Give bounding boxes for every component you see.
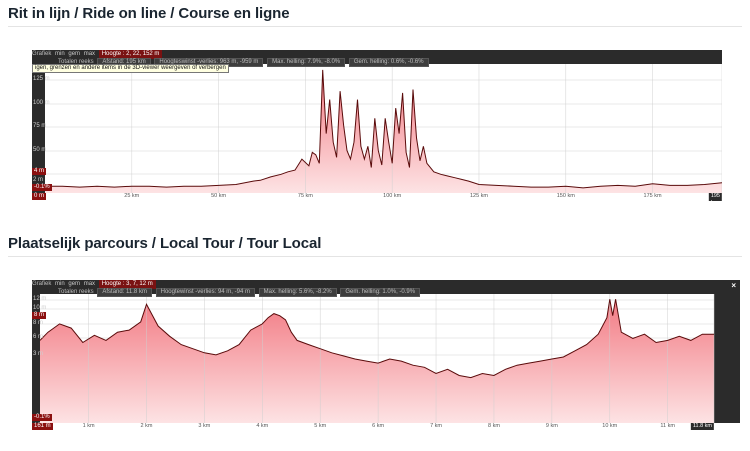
x-tick-label: 7 km — [430, 423, 442, 429]
x-tick-label: 195 km — [708, 193, 722, 201]
section-title-ride-on-line: Rit in lijn / Ride on line / Course en l… — [8, 5, 290, 22]
x-tick-label: 175 km — [643, 193, 662, 199]
y-tick-label: 8 m — [33, 320, 44, 326]
y-tick-label: 75 m — [33, 123, 47, 129]
y-tick-label: 50 m — [33, 147, 47, 153]
elevation-chart-svg — [32, 64, 722, 201]
current-height-marker: 8 m — [32, 312, 47, 319]
elevation-area — [40, 299, 714, 423]
section-title-local-tour: Plaatselijk parcours / Local Tour / Tour… — [8, 235, 322, 252]
x-tick-label: 5 km — [314, 423, 327, 429]
y-tick-label: 2 m — [33, 177, 44, 183]
elevation-chart-local-tour[interactable]: Grafiek min gem max Hoogte : 3, 7, 12 m … — [32, 280, 740, 431]
chart-header-row-2: Totalen reeks Afstand: 11.8 km Hoogtewin… — [58, 288, 422, 297]
elevation-line — [39, 299, 714, 379]
close-icon[interactable]: × — [731, 281, 736, 290]
x-tick-label: 6 km — [372, 423, 385, 429]
start-distance-marker: 0 m — [32, 193, 47, 200]
min-button[interactable]: min — [55, 281, 65, 287]
gem-helling-readout: Gem. helling: 0.6%, -0.6% — [348, 58, 429, 67]
x-axis-band — [32, 423, 740, 431]
title-divider — [8, 26, 742, 27]
elevation-chart-svg — [32, 294, 740, 431]
gem-button[interactable]: gem — [68, 51, 81, 57]
x-axis-band — [32, 193, 722, 201]
hoogte-readout: Hoogte : 3, 7, 12 m — [98, 280, 156, 289]
hoogte-readout: Hoogte : 2, 22, 152 m — [98, 50, 163, 59]
x-tick-label: 150 km — [556, 193, 575, 199]
elevation-area — [45, 69, 722, 193]
grafiek-label: Grafiek — [32, 51, 52, 57]
y-tick-label: 6 m — [33, 334, 44, 340]
x-tick-label: 2 km — [140, 423, 153, 429]
start-distance-marker: 161 m — [32, 423, 53, 430]
max-button[interactable]: max — [83, 281, 96, 287]
x-tick-label: 8 km — [487, 423, 500, 429]
y-tick-label: 3 m — [33, 351, 44, 357]
grafiek-label: Grafiek — [32, 281, 52, 287]
x-tick-label: 75 km — [297, 193, 313, 199]
chart-header-row-1: Grafiek min gem max Hoogte : 3, 7, 12 m — [32, 280, 158, 289]
gem-button[interactable]: gem — [68, 281, 81, 287]
y-tick-label: 12 m — [33, 296, 47, 302]
totalen-label: Totalen reeks — [58, 59, 94, 65]
y-tick-label: 10 m — [33, 305, 47, 311]
x-tick-label: 11 km — [660, 423, 675, 429]
hoogteverschil-readout: Hoogtewinst -verlies: 94 m, -94 m — [155, 288, 255, 297]
y-tick-label: 125 m — [33, 76, 50, 82]
x-tick-label: 3 km — [198, 423, 211, 429]
chart-header-row-2: Totalen reeks Afstand: 195 km Hoogteswin… — [58, 58, 431, 67]
y-tick-label: 100 m — [33, 100, 50, 106]
x-tick-label: 4 km — [256, 423, 269, 429]
x-tick-label: 11.8 km — [690, 423, 714, 430]
totalen-label: Totalen reeks — [58, 289, 94, 295]
chart-header-row-1: Grafiek min gem max Hoogte : 2, 22, 152 … — [32, 50, 164, 59]
afstand-readout: Afstand: 11.8 km — [97, 288, 152, 297]
x-tick-label: 10 km — [602, 423, 618, 429]
elevation-chart-ride-on-line[interactable]: Grafiek min gem max Hoogte : 2, 22, 152 … — [32, 50, 722, 201]
slope-marker: -0.1% — [32, 414, 52, 421]
x-tick-label: 25 km — [124, 193, 140, 199]
max-helling-readout: Max. helling: 5.6%, -8.2% — [258, 288, 337, 297]
gem-helling-readout: Gem. helling: 1.0%, -0.9% — [340, 288, 421, 297]
max-helling-readout: Max. helling: 7.9%, -8.0% — [267, 58, 346, 67]
title-divider — [8, 256, 742, 257]
x-tick-label: 50 km — [211, 193, 227, 199]
x-tick-label: 125 km — [469, 193, 488, 199]
x-tick-label: 100 km — [383, 193, 402, 199]
viewer-tooltip: igen, grenzen en andere items in de 3D-v… — [32, 64, 229, 73]
slope-marker: -0.1% — [32, 184, 52, 191]
current-height-marker: 4 m — [32, 168, 47, 175]
elevation-line — [45, 69, 722, 189]
max-button[interactable]: max — [83, 51, 96, 57]
x-tick-label: 1 km — [82, 423, 95, 429]
x-tick-label: 9 km — [545, 423, 558, 429]
min-button[interactable]: min — [55, 51, 65, 57]
